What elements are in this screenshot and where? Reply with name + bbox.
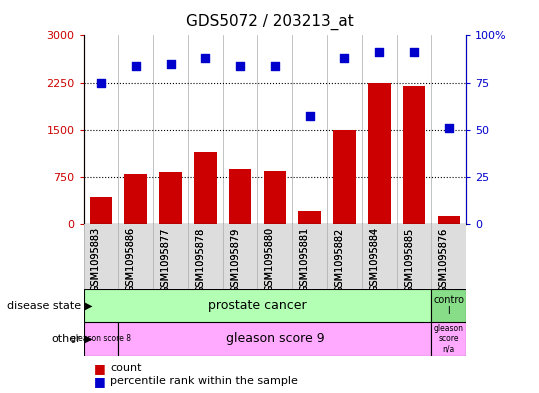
Bar bbox=[368, 83, 391, 224]
Point bbox=[375, 49, 384, 55]
Text: percentile rank within the sample: percentile rank within the sample bbox=[110, 376, 299, 386]
Bar bbox=[403, 86, 425, 224]
Bar bbox=[84, 322, 119, 356]
Text: GSM1095880: GSM1095880 bbox=[265, 227, 275, 292]
FancyBboxPatch shape bbox=[84, 224, 119, 289]
Bar bbox=[89, 197, 112, 224]
Bar bbox=[125, 174, 147, 224]
Text: GSM1095880: GSM1095880 bbox=[265, 227, 275, 292]
Text: GSM1095876: GSM1095876 bbox=[439, 227, 449, 292]
FancyBboxPatch shape bbox=[188, 224, 223, 289]
Point bbox=[410, 49, 418, 55]
Text: GSM1095886: GSM1095886 bbox=[126, 227, 136, 292]
Text: GDS5072 / 203213_at: GDS5072 / 203213_at bbox=[185, 14, 354, 30]
FancyBboxPatch shape bbox=[223, 224, 258, 289]
Bar bbox=[229, 169, 251, 224]
Text: ■: ■ bbox=[94, 362, 106, 375]
Point bbox=[201, 55, 210, 61]
Text: gleason score 9: gleason score 9 bbox=[226, 332, 324, 345]
Text: GSM1095881: GSM1095881 bbox=[300, 227, 310, 292]
Text: GSM1095878: GSM1095878 bbox=[195, 227, 205, 292]
Point bbox=[306, 113, 314, 119]
FancyBboxPatch shape bbox=[258, 224, 292, 289]
Text: GSM1095886: GSM1095886 bbox=[126, 227, 136, 292]
Text: GSM1095877: GSM1095877 bbox=[161, 227, 170, 293]
Text: GSM1095881: GSM1095881 bbox=[300, 227, 310, 292]
Text: ■: ■ bbox=[94, 375, 106, 388]
Bar bbox=[431, 322, 466, 356]
Point bbox=[166, 61, 175, 67]
Text: GSM1095879: GSM1095879 bbox=[230, 227, 240, 292]
Text: GSM1095879: GSM1095879 bbox=[230, 227, 240, 292]
Bar bbox=[431, 289, 466, 322]
Text: ▶: ▶ bbox=[85, 301, 92, 310]
Text: GSM1095884: GSM1095884 bbox=[369, 227, 379, 292]
Bar bbox=[194, 152, 217, 224]
Text: GSM1095885: GSM1095885 bbox=[404, 227, 414, 292]
FancyBboxPatch shape bbox=[119, 224, 153, 289]
Text: GSM1095877: GSM1095877 bbox=[161, 227, 170, 293]
Text: GSM1095884: GSM1095884 bbox=[369, 227, 379, 292]
FancyBboxPatch shape bbox=[397, 224, 431, 289]
Text: GSM1095885: GSM1095885 bbox=[404, 227, 414, 292]
Text: contro
l: contro l bbox=[433, 295, 464, 316]
Bar bbox=[264, 171, 286, 224]
Text: GSM1095883: GSM1095883 bbox=[91, 227, 101, 292]
Point bbox=[236, 62, 244, 69]
Text: GSM1095876: GSM1095876 bbox=[439, 227, 449, 292]
Bar bbox=[333, 130, 356, 224]
FancyBboxPatch shape bbox=[362, 224, 397, 289]
Point bbox=[96, 79, 105, 86]
Bar bbox=[299, 211, 321, 224]
Text: count: count bbox=[110, 364, 142, 373]
Point bbox=[132, 62, 140, 69]
FancyBboxPatch shape bbox=[327, 224, 362, 289]
Text: GSM1095882: GSM1095882 bbox=[335, 227, 344, 292]
Text: GSM1095878: GSM1095878 bbox=[195, 227, 205, 292]
Text: GSM1095883: GSM1095883 bbox=[91, 227, 101, 292]
Text: gleason score 8: gleason score 8 bbox=[71, 334, 131, 343]
FancyBboxPatch shape bbox=[292, 224, 327, 289]
Bar bbox=[438, 217, 460, 224]
Text: prostate cancer: prostate cancer bbox=[208, 299, 307, 312]
Point bbox=[445, 125, 453, 131]
FancyBboxPatch shape bbox=[431, 224, 466, 289]
Bar bbox=[159, 173, 182, 224]
Point bbox=[271, 62, 279, 69]
Text: gleason
score
n/a: gleason score n/a bbox=[434, 324, 464, 354]
Bar bbox=[119, 322, 431, 356]
Point bbox=[340, 55, 349, 61]
FancyBboxPatch shape bbox=[153, 224, 188, 289]
Text: other: other bbox=[51, 334, 81, 344]
Text: GSM1095882: GSM1095882 bbox=[335, 227, 344, 292]
Text: disease state: disease state bbox=[6, 301, 81, 310]
Text: ▶: ▶ bbox=[85, 334, 92, 344]
